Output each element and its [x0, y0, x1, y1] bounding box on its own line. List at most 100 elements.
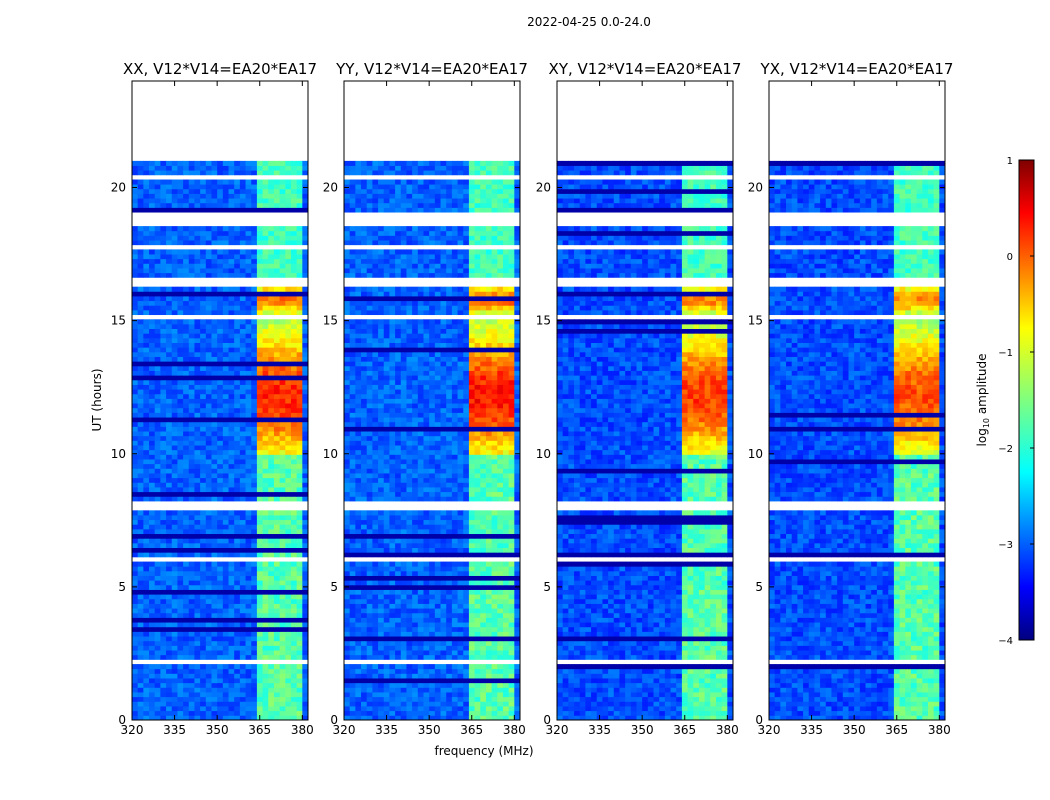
heatmap-cell [486, 604, 492, 609]
heatmap-cell [302, 622, 308, 627]
heatmap-cell [200, 333, 206, 338]
heatmap-cell [372, 538, 378, 543]
heatmap-cell [297, 319, 303, 324]
heatmap-cell [509, 613, 515, 618]
heatmap-cell [223, 436, 229, 441]
heatmap-cell [183, 184, 189, 189]
heatmap-cell [240, 520, 246, 525]
heatmap-cell [350, 701, 356, 706]
heatmap-cell [183, 193, 189, 198]
heatmap-cell [194, 385, 200, 390]
heatmap-cell [412, 655, 418, 660]
heatmap-cell [503, 478, 509, 483]
heatmap-cell [463, 599, 469, 604]
heatmap-cell [367, 608, 373, 613]
heatmap-cell [177, 664, 183, 669]
heatmap-cell [302, 366, 308, 371]
heatmap-cell [458, 524, 464, 529]
heatmap-cell [384, 492, 390, 497]
heatmap-cell [297, 664, 303, 669]
heatmap-cell [177, 534, 183, 539]
heatmap-cell [155, 478, 161, 483]
heatmap-cell [350, 562, 356, 567]
heatmap-cell [475, 622, 481, 627]
heatmap-cell [234, 524, 240, 529]
heatmap-cell [435, 520, 441, 525]
heatmap-cell [514, 692, 520, 697]
heatmap-cell [372, 529, 378, 534]
heatmap-cell [183, 482, 189, 487]
heatmap-cell [486, 608, 492, 613]
heatmap-cell [435, 711, 441, 716]
heatmap-cell [183, 440, 189, 445]
heatmap-cell [268, 324, 274, 329]
heatmap-cell [246, 226, 252, 231]
heatmap-cell [155, 361, 161, 366]
heatmap-cell [155, 231, 161, 236]
heatmap-cell [177, 310, 183, 315]
heatmap-cell [280, 431, 286, 436]
heatmap-cell [263, 347, 269, 352]
heatmap-cell [246, 515, 252, 520]
heatmap-cell [211, 608, 217, 613]
heatmap-cell [302, 231, 308, 236]
heatmap-cell [143, 604, 149, 609]
heatmap-cell [297, 697, 303, 702]
heatmap-cell [291, 394, 297, 399]
heatmap-cell [143, 590, 149, 595]
heatmap-cell [274, 189, 280, 194]
heatmap-cell [395, 701, 401, 706]
heatmap-cell [423, 496, 429, 501]
heatmap-cell [441, 482, 447, 487]
heatmap-cell [492, 576, 498, 581]
heatmap-cell [350, 604, 356, 609]
heatmap-cell [189, 273, 195, 278]
heatmap-cell [234, 254, 240, 259]
heatmap-cell [297, 338, 303, 343]
heatmap-cell [132, 655, 138, 660]
heatmap-cell [280, 352, 286, 357]
heatmap-cell [423, 664, 429, 669]
heatmap-cell [280, 454, 286, 459]
heatmap-cell [246, 361, 252, 366]
heatmap-cell [240, 706, 246, 711]
heatmap-cell [378, 604, 384, 609]
heatmap-cell [446, 594, 452, 599]
heatmap-cell [423, 608, 429, 613]
heatmap-cell [297, 571, 303, 576]
heatmap-cell [211, 259, 217, 264]
heatmap-cell [206, 454, 212, 459]
heatmap-cell [418, 604, 424, 609]
heatmap-cell [166, 524, 172, 529]
heatmap-cell [469, 524, 475, 529]
heatmap-cell [200, 580, 206, 585]
heatmap-cell [246, 412, 252, 417]
heatmap-cell [268, 170, 274, 175]
heatmap-cell [452, 622, 458, 627]
heatmap-cell [160, 580, 166, 585]
heatmap-cell [263, 263, 269, 268]
heatmap-cell [452, 552, 458, 557]
heatmap-cell [435, 617, 441, 622]
heatmap-cell [189, 338, 195, 343]
heatmap-cell [211, 287, 217, 292]
heatmap-cell [223, 473, 229, 478]
heatmap-cell [423, 576, 429, 581]
heatmap-cell [234, 464, 240, 469]
heatmap-cell [367, 641, 373, 646]
heatmap-cell [469, 692, 475, 697]
heatmap-cell [452, 613, 458, 618]
heatmap-cell [194, 161, 200, 166]
heatmap-cell [177, 189, 183, 194]
heatmap-cell [155, 422, 161, 427]
heatmap-cell [155, 207, 161, 212]
heatmap-cell [246, 189, 252, 194]
heatmap-cell [229, 627, 235, 632]
heatmap-cell [183, 249, 189, 254]
heatmap-cell [344, 464, 350, 469]
heatmap-cell [206, 599, 212, 604]
heatmap-cell [143, 622, 149, 627]
heatmap-cell [166, 305, 172, 310]
heatmap-cell [361, 562, 367, 567]
heatmap-cell [138, 655, 144, 660]
